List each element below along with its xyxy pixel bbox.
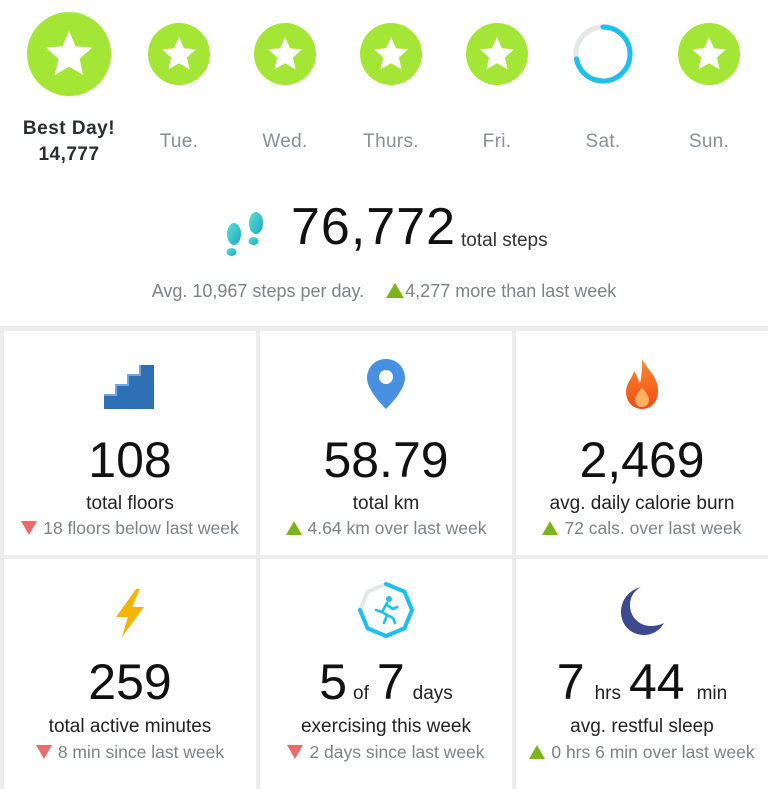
exercise-days-count: 5: [319, 654, 347, 710]
tile-calories[interactable]: 2,469 avg. daily calorie burn 72 cals. o…: [516, 331, 768, 555]
exercise-delta-text: 2 days since last week: [309, 742, 485, 762]
exercise-runner-icon: [358, 582, 414, 638]
calories-value: 2,469: [579, 432, 705, 488]
active-minutes-label: total active minutes: [48, 716, 212, 737]
footsteps-icon: [226, 212, 263, 256]
best-day-label: Best Day!: [22, 118, 116, 139]
moon-icon: [621, 587, 664, 635]
sleep-delta-text: 0 hrs 6 min over last week: [551, 742, 755, 762]
day-best[interactable]: Best Day! 14,777: [18, 0, 120, 170]
star-icon: [162, 37, 196, 70]
exercise-days-unit: days: [412, 683, 453, 704]
calories-delta: 72 cals. over last week: [516, 518, 768, 539]
flame-icon: [626, 359, 658, 409]
location-pin-icon: [367, 359, 405, 409]
trend-down-icon: [287, 745, 304, 759]
progress-ring-fill: [573, 24, 633, 84]
distance-label: total km: [352, 493, 420, 514]
best-day-steps: 14,777: [38, 144, 100, 165]
exercise-of-text: of: [353, 683, 369, 704]
sleep-hours: 7: [556, 654, 585, 710]
star-icon: [46, 31, 92, 75]
steps-average-line: Avg. 10,967 steps per day. 4,277 more tha…: [0, 281, 768, 302]
trend-down-icon: [35, 745, 52, 759]
lightning-icon: [116, 589, 144, 637]
trend-up-icon: [542, 521, 559, 535]
day-sun[interactable]: Sun.: [668, 0, 750, 170]
goal-met-badge: [27, 12, 111, 96]
day-label: Sat.: [585, 131, 621, 152]
day-fri[interactable]: Fri.: [456, 0, 538, 170]
active-minutes-value: 259: [88, 654, 172, 710]
distance-delta-text: 4.64 km over last week: [307, 518, 487, 538]
day-sat[interactable]: Sat.: [562, 0, 644, 170]
goal-met-badge: [360, 23, 422, 85]
total-steps-unit: total steps: [461, 230, 548, 251]
tile-distance[interactable]: 58.79 total km 4.64 km over last week: [260, 331, 512, 555]
day-label: Tue.: [159, 131, 199, 152]
day-thurs[interactable]: Thurs.: [350, 0, 432, 170]
exercise-delta: 2 days since last week: [260, 742, 512, 763]
day-label: Thurs.: [363, 131, 419, 152]
avg-steps-text: Avg. 10,967 steps per day.: [151, 281, 365, 301]
steps-summary: 76,772 total steps Avg. 10,967 steps per…: [0, 195, 768, 325]
exercise-label: exercising this week: [300, 716, 472, 737]
goal-met-badge: [678, 23, 740, 85]
week-overview: Best Day! 14,777 Tue. Wed. Thurs.: [0, 0, 768, 200]
tile-floors[interactable]: 108 total floors 18 floors below last we…: [4, 331, 256, 555]
steps-trend-text: 4,277 more than last week: [405, 281, 617, 301]
day-label: Wed.: [262, 131, 308, 152]
trend-up-icon: [529, 745, 546, 759]
trend-up-icon: [285, 521, 302, 535]
goal-met-badge: [148, 23, 210, 85]
stairs-icon: [104, 365, 154, 409]
exercise-value: 5 of 7 days: [260, 653, 512, 711]
stats-grid: 108 total floors 18 floors below last we…: [0, 326, 768, 789]
floors-delta: 18 floors below last week: [4, 518, 256, 539]
day-wed[interactable]: Wed.: [244, 0, 326, 170]
floors-value: 108: [88, 432, 172, 488]
calories-label: avg. daily calorie burn: [549, 493, 735, 514]
star-icon: [374, 37, 408, 70]
progress-ring: [573, 24, 633, 84]
distance-value: 58.79: [323, 432, 449, 488]
calories-delta-text: 72 cals. over last week: [564, 518, 742, 538]
sleep-label: avg. restful sleep: [570, 716, 714, 737]
goal-met-badge: [254, 23, 316, 85]
distance-delta: 4.64 km over last week: [260, 518, 512, 539]
active-minutes-delta-text: 8 min since last week: [57, 742, 225, 762]
goal-met-badge: [466, 23, 528, 85]
star-icon: [268, 37, 302, 70]
total-steps-value: 76,772: [291, 198, 457, 256]
day-label: Sun.: [688, 131, 730, 152]
sleep-delta: 0 hrs 6 min over last week: [516, 742, 768, 763]
sleep-minutes: 44: [628, 654, 685, 710]
floors-label: total floors: [86, 493, 174, 514]
exercise-days-total: 7: [376, 654, 405, 710]
tile-exercise[interactable]: 5 of 7 days exercising this week 2 days sin…: [260, 559, 512, 789]
sleep-hours-unit: hrs: [594, 683, 621, 704]
star-icon: [480, 37, 514, 70]
day-label: Fri.: [482, 131, 512, 152]
active-minutes-delta: 8 min since last week: [4, 742, 256, 763]
tile-sleep[interactable]: 7 hrs 44 min avg. restful sleep 0 hrs 6 min…: [516, 559, 768, 789]
sleep-value: 7 hrs 44 min: [516, 653, 768, 711]
star-icon: [692, 37, 726, 70]
day-tue[interactable]: Tue.: [138, 0, 220, 170]
sleep-minutes-unit: min: [696, 683, 728, 704]
trend-down-icon: [21, 521, 38, 535]
tile-active-minutes[interactable]: 259 total active minutes 8 min since las…: [4, 559, 256, 789]
trend-up-icon: [386, 283, 405, 298]
floors-delta-text: 18 floors below last week: [43, 518, 239, 538]
